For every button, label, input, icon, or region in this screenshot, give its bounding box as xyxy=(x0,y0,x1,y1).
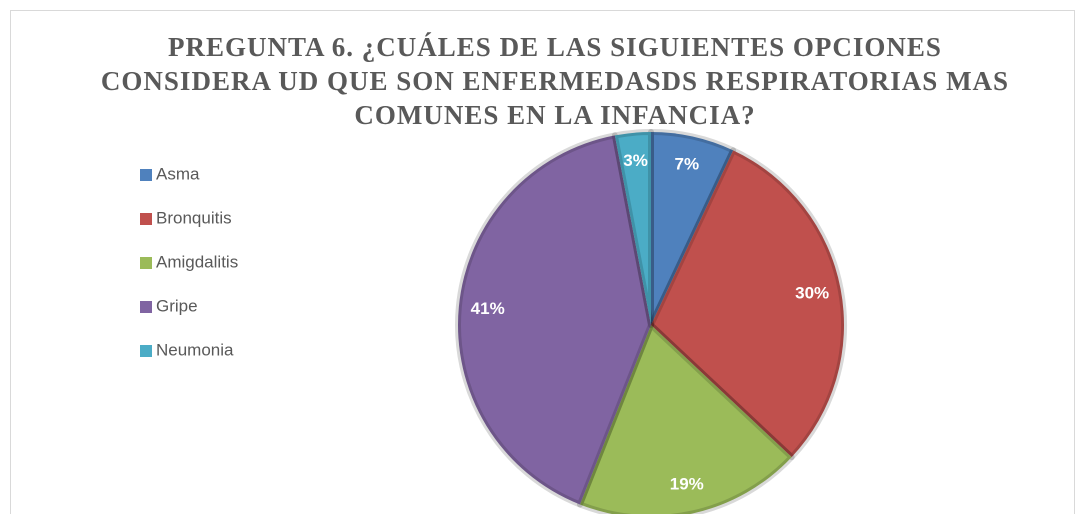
pie-slice xyxy=(648,147,847,461)
pie-slice xyxy=(576,322,795,514)
legend-swatch xyxy=(140,213,152,225)
pie-slice xyxy=(611,129,654,328)
data-label: 30% xyxy=(795,284,829,303)
data-label: 7% xyxy=(674,154,699,173)
chart-frame xyxy=(10,10,1075,514)
data-label: 41% xyxy=(471,299,505,318)
pie-slice xyxy=(455,132,654,508)
legend-label: Gripe xyxy=(156,296,198,315)
chart-title: PREGUNTA 6. ¿CUÁLES DE LAS SIGUIENTES OP… xyxy=(100,32,1010,130)
legend-swatch xyxy=(140,301,152,313)
legend-swatch xyxy=(140,257,152,269)
data-label: 3% xyxy=(623,151,648,170)
pie-slice xyxy=(648,129,737,328)
legend-swatch xyxy=(140,169,152,181)
legend-label: Bronquitis xyxy=(156,208,232,227)
legend-label: Amigdalitis xyxy=(156,252,238,271)
legend-swatch xyxy=(140,345,152,357)
legend-label: Asma xyxy=(156,164,200,183)
legend-label: Neumonia xyxy=(156,340,234,359)
data-label: 19% xyxy=(670,475,704,494)
